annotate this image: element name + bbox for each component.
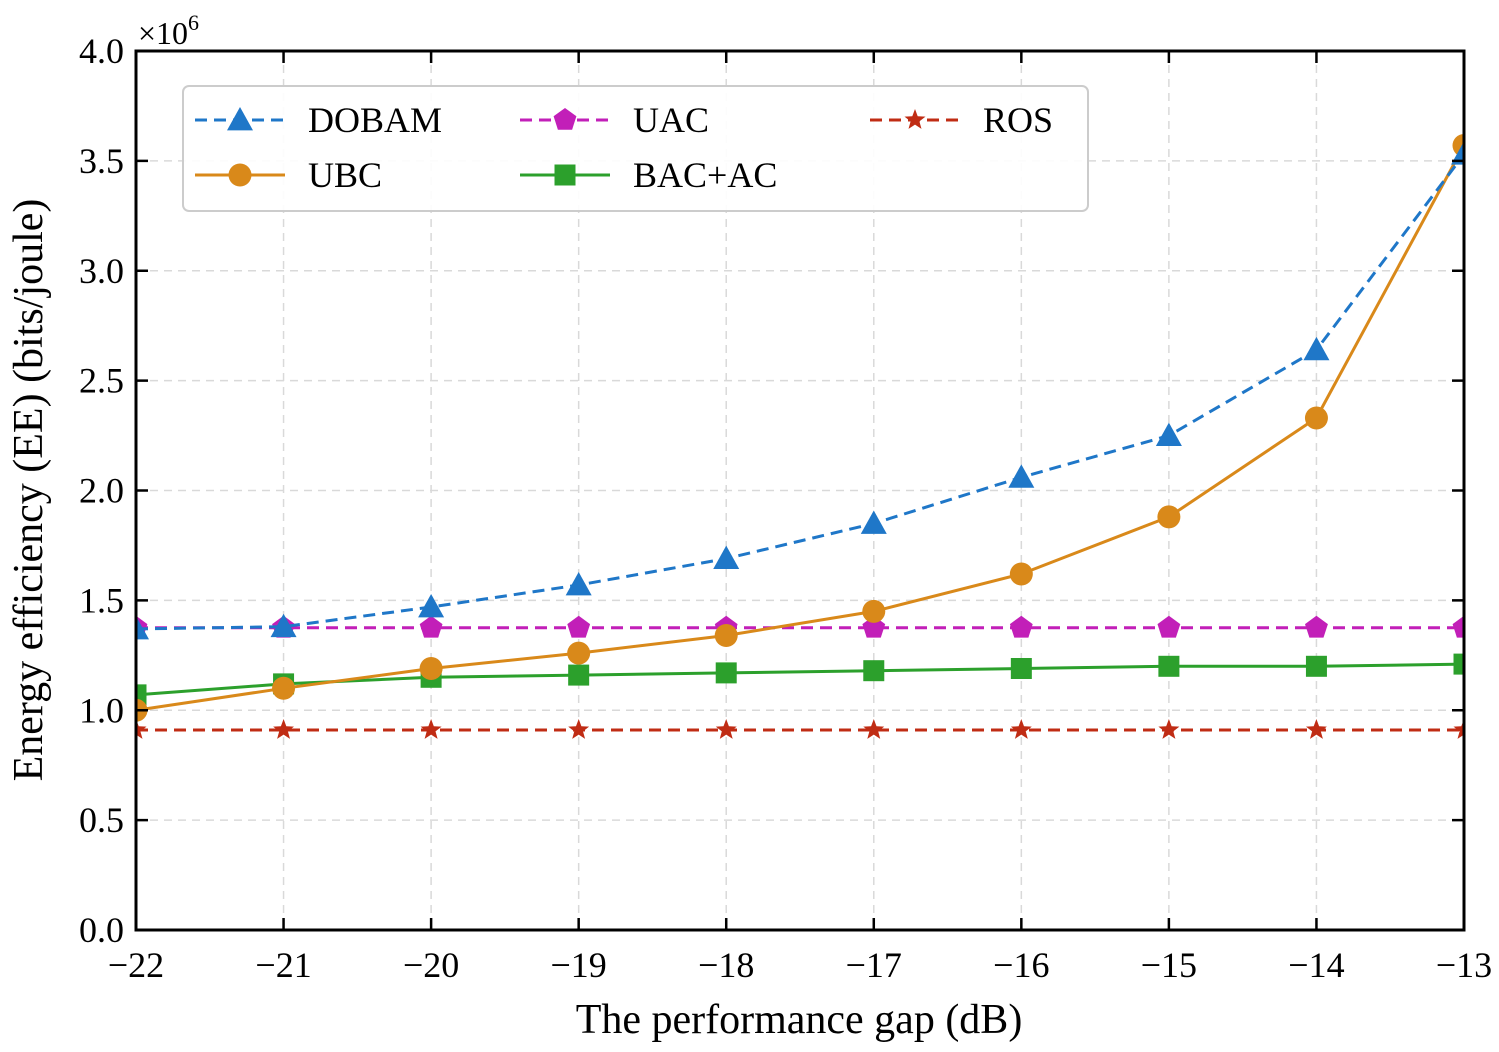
data-point-dobam [418, 593, 445, 618]
data-point-ros [136, 719, 147, 739]
y-axis-title: Energy efficiency (EE) (bits/joule) [6, 199, 52, 782]
x-tick-label: −13 [1436, 945, 1492, 985]
data-point-bac-ac [1305, 655, 1327, 677]
data-point-dobam [270, 613, 297, 638]
data-point-uac [1305, 615, 1328, 638]
series-line-dobam [136, 153, 1464, 631]
data-point-ros [420, 719, 442, 739]
data-point-ubc [862, 599, 886, 623]
data-point-dobam [860, 510, 887, 534]
series-layer [136, 133, 1464, 739]
data-point-dobam [1451, 141, 1464, 165]
data-point-dobam [1008, 464, 1035, 488]
data-point-ros [715, 719, 737, 739]
x-tick-label: −18 [698, 945, 754, 985]
series-line-bac-ac [136, 662, 1464, 697]
data-point-uac [1009, 615, 1033, 638]
data-point-bac-ac [136, 684, 147, 706]
data-point-dobam [136, 615, 149, 640]
data-point-ros [273, 719, 294, 739]
legend-item-bac-ac: BAC+AC [520, 155, 777, 195]
series-uac [136, 615, 1464, 638]
x-tick-label: −20 [403, 945, 459, 985]
data-point-uac [567, 615, 591, 638]
legend-marker [228, 163, 252, 187]
y-tick-label: 0.0 [79, 910, 124, 950]
legend: DOBAM UBC UAC BAC+AC ROS [182, 85, 1089, 212]
series-ros [136, 719, 1464, 739]
legend-box [182, 85, 1089, 212]
x-tick-label: −16 [993, 945, 1049, 985]
y-tick-label: 1.0 [79, 690, 124, 730]
data-point-bac-ac [863, 660, 885, 682]
y-multiplier: ×106 [138, 10, 199, 51]
data-point-bac-ac [1453, 653, 1464, 675]
data-point-ubc [1304, 406, 1328, 430]
legend-item-ubc: UBC [195, 155, 382, 195]
data-point-dobam [565, 571, 592, 596]
tick-labels: −22 −21 −20 −19 −18 −17 −16 −15 −14 −13 0.0 0.5 1.0 1… [79, 31, 1492, 985]
series-dobam [136, 141, 1464, 640]
data-point-ros [1453, 719, 1464, 739]
data-point-bac-ac [1158, 655, 1180, 677]
x-tick-label: −19 [551, 945, 607, 985]
y-tick-label: 3.0 [79, 251, 124, 291]
data-point-uac [1157, 615, 1181, 638]
data-point-bac-ac [1010, 657, 1032, 679]
data-point-bac-ac [715, 662, 737, 684]
x-axis-title: The performance gap (dB) [576, 997, 1023, 1043]
data-point-ros [1158, 719, 1180, 739]
data-point-ubc [714, 624, 738, 648]
legend-item-dobam: DOBAM [195, 100, 442, 140]
data-point-ubc [419, 656, 443, 680]
series-line-ubc [136, 144, 1464, 712]
legend-item-uac: UAC [520, 100, 709, 140]
data-point-bac-ac [568, 664, 590, 686]
y-tick-label: 2.0 [79, 471, 124, 511]
data-point-ros [568, 719, 590, 739]
legend-marker [554, 164, 576, 186]
data-point-uac [419, 615, 443, 638]
y-tick-label: 4.0 [79, 31, 124, 71]
legend-label: BAC+AC [633, 155, 777, 195]
y-tick-label: 2.5 [79, 361, 124, 401]
legend-label: UAC [633, 100, 709, 140]
y-tick-label: 0.5 [79, 800, 124, 840]
data-point-dobam [1155, 422, 1182, 446]
x-tick-label: −17 [846, 945, 902, 985]
data-point-ubc [567, 641, 591, 665]
series-bac-ac [136, 653, 1464, 706]
legend-label: UBC [308, 155, 382, 195]
data-point-ros [1010, 719, 1032, 739]
data-point-ubc [1009, 562, 1033, 586]
legend-marker [227, 107, 253, 131]
x-tick-label: −14 [1288, 945, 1344, 985]
series-ubc [136, 133, 1464, 722]
legend-label: ROS [983, 100, 1053, 140]
x-tick-label: −15 [1141, 945, 1197, 985]
data-point-uac [1452, 615, 1464, 638]
data-point-ros [863, 719, 885, 739]
data-point-ubc [272, 676, 296, 700]
x-tick-label: −21 [255, 945, 311, 985]
ticks [134, 49, 1466, 932]
legend-marker [904, 109, 926, 129]
data-point-dobam [1303, 336, 1330, 361]
data-point-ubc [1157, 505, 1181, 529]
y-tick-label: 1.5 [79, 580, 124, 620]
legend-item-ros: ROS [870, 100, 1053, 140]
y-tick-label: 3.5 [79, 141, 124, 181]
data-point-ros [1306, 719, 1327, 739]
x-tick-label: −22 [108, 945, 164, 985]
legend-label: DOBAM [308, 100, 442, 140]
legend-marker [553, 108, 577, 130]
data-point-dobam [713, 545, 740, 570]
